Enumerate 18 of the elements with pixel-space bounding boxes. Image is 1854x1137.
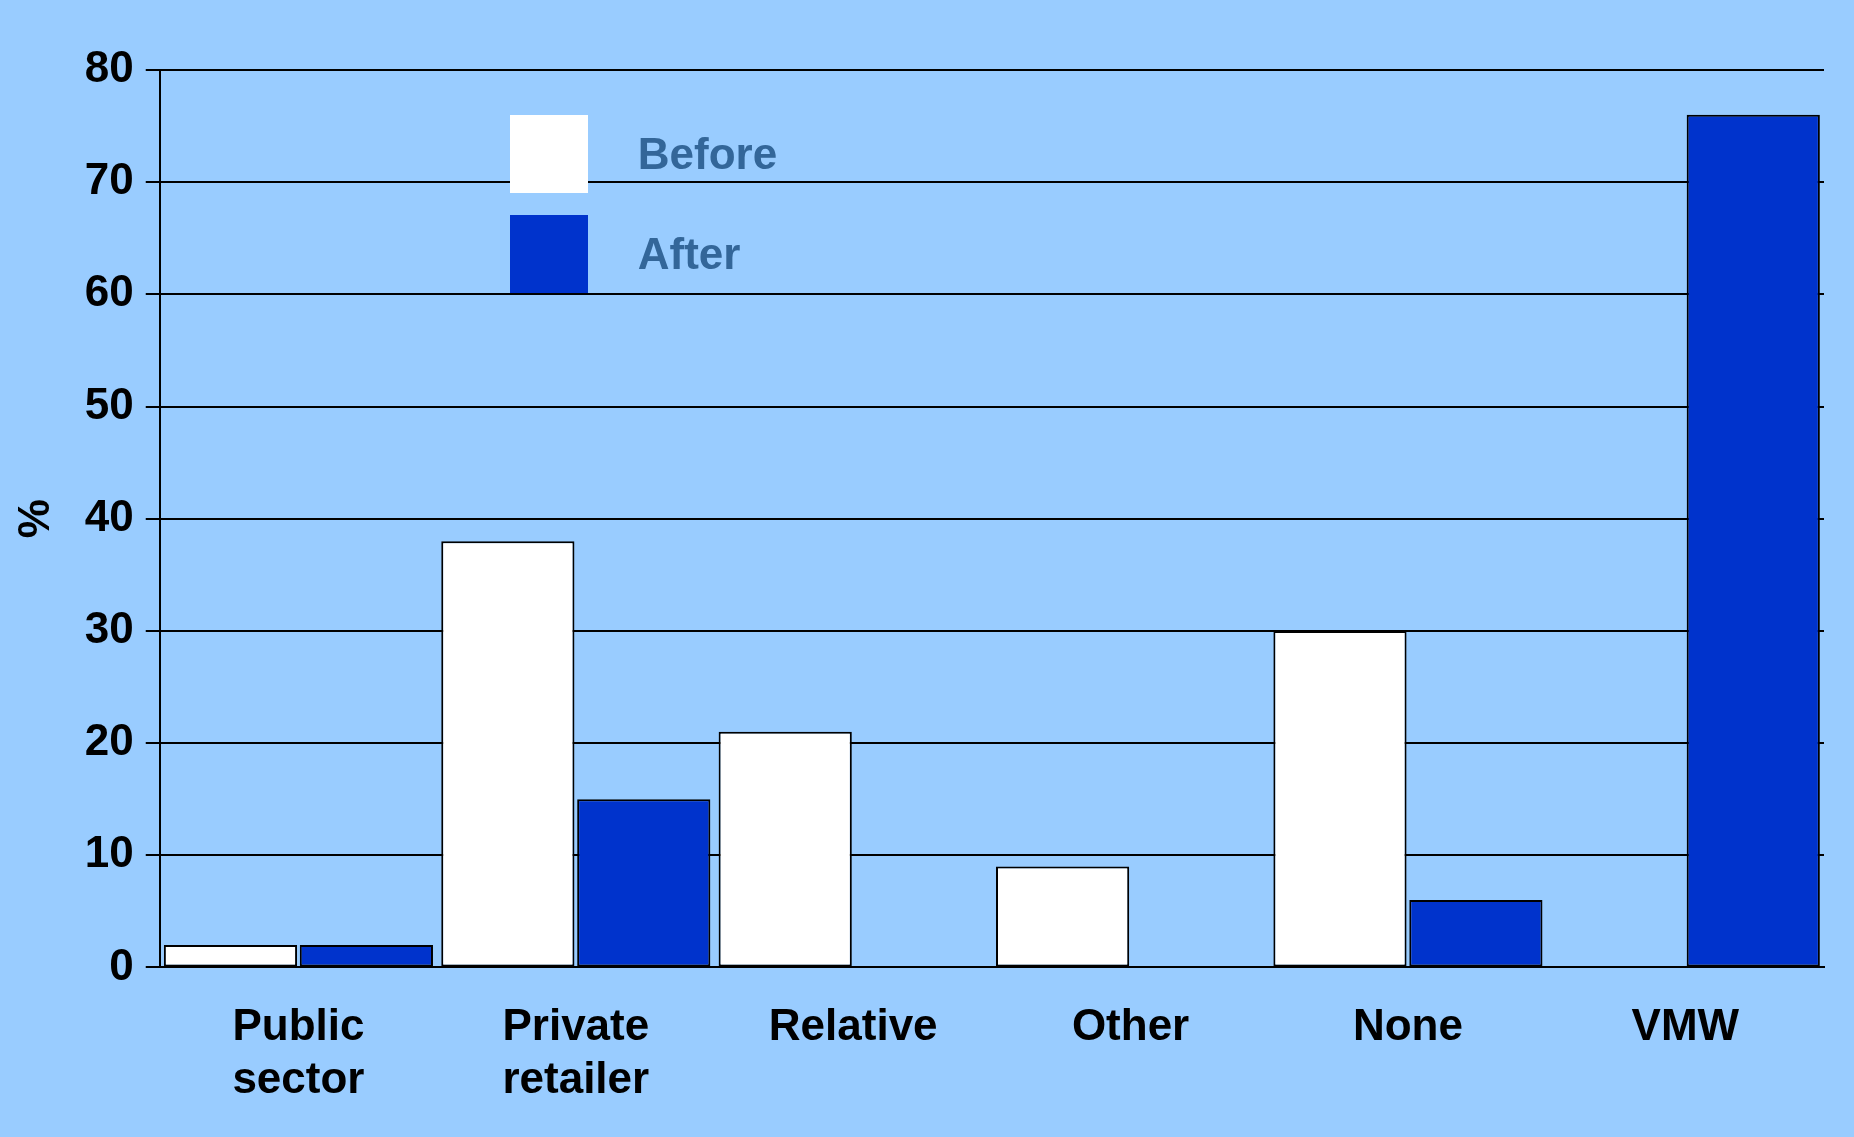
y-tick-label: 70	[84, 154, 134, 204]
legend-label: Before	[637, 129, 778, 179]
y-tick-label: 60	[84, 266, 134, 316]
y-tick-label: 30	[84, 603, 134, 653]
legend-label: After	[637, 229, 741, 279]
x-tick-label: Public sector	[232, 999, 365, 1102]
y-tick-label: 0	[109, 939, 134, 989]
x-tick-label: Other	[1071, 999, 1190, 1049]
x-tick-label: VMW	[1631, 999, 1740, 1049]
y-tick-label: 80	[84, 42, 134, 92]
y-tick-label: 20	[84, 715, 134, 765]
x-tick-label: None	[1352, 999, 1463, 1049]
y-tick-label: 50	[84, 378, 134, 428]
x-tick-label: Relative	[768, 999, 938, 1049]
x-tick-label: Private retailer	[502, 999, 650, 1102]
y-tick-label: 40	[84, 490, 134, 540]
y-axis-title: %	[8, 499, 58, 539]
y-tick-label: 10	[84, 827, 134, 877]
